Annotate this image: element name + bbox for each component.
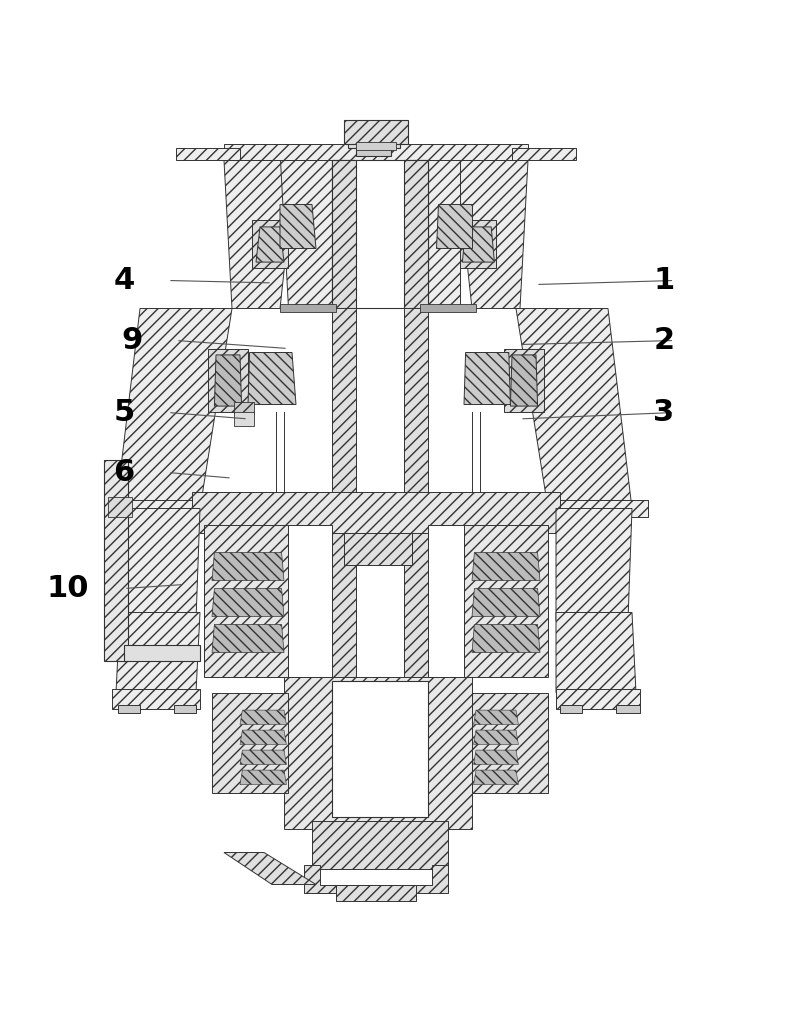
Polygon shape [474,730,518,744]
Polygon shape [204,525,288,676]
Polygon shape [510,355,538,406]
Polygon shape [472,589,540,616]
Text: 2: 2 [654,326,674,355]
Text: 10: 10 [46,574,90,603]
Polygon shape [472,624,540,653]
Bar [356,142,396,151]
Bar [420,304,476,312]
Polygon shape [464,525,548,676]
Polygon shape [560,705,582,713]
Polygon shape [212,589,284,616]
Text: 5: 5 [114,398,134,427]
Polygon shape [556,612,636,693]
Polygon shape [112,500,280,517]
Polygon shape [404,308,428,693]
Text: 6: 6 [114,458,134,487]
Polygon shape [212,693,288,792]
Polygon shape [304,864,448,893]
Polygon shape [280,161,332,308]
Polygon shape [474,710,518,724]
Polygon shape [240,710,286,724]
Polygon shape [476,500,648,517]
Bar [280,304,336,312]
Text: 4: 4 [114,266,134,295]
Polygon shape [192,492,560,533]
Polygon shape [516,308,632,508]
Polygon shape [616,705,640,713]
Polygon shape [224,852,316,885]
Polygon shape [472,552,540,581]
Polygon shape [212,624,284,653]
Polygon shape [116,612,200,693]
Polygon shape [556,508,632,620]
Polygon shape [118,705,140,713]
Bar [348,128,400,148]
Polygon shape [240,770,286,784]
Polygon shape [332,308,356,693]
Text: 9: 9 [122,326,142,355]
Polygon shape [474,751,518,765]
Polygon shape [462,227,494,262]
Polygon shape [116,308,232,508]
Polygon shape [504,349,544,413]
Polygon shape [112,689,200,709]
Polygon shape [116,508,200,620]
Polygon shape [312,821,448,869]
Polygon shape [336,885,416,900]
Polygon shape [344,533,412,564]
Polygon shape [214,355,242,406]
Polygon shape [224,144,528,161]
Bar [234,402,254,414]
Bar [404,161,428,308]
Polygon shape [436,204,472,248]
Bar [332,680,428,817]
Polygon shape [256,227,284,262]
Polygon shape [212,552,284,581]
Polygon shape [456,161,528,308]
Bar [104,461,128,660]
Polygon shape [464,353,510,405]
Bar [234,412,254,426]
Polygon shape [472,693,548,792]
Polygon shape [174,705,196,713]
Polygon shape [512,148,576,161]
Polygon shape [460,221,496,268]
Polygon shape [280,204,316,248]
Bar [332,161,356,308]
Polygon shape [208,349,248,413]
Polygon shape [284,676,472,829]
Polygon shape [474,770,518,784]
Polygon shape [556,689,640,709]
Polygon shape [288,525,332,676]
Bar [124,645,200,660]
Bar [356,146,391,157]
Bar [332,161,428,308]
Bar [344,120,408,144]
Text: 3: 3 [654,398,674,427]
Polygon shape [224,161,296,308]
Polygon shape [176,148,240,161]
Text: 1: 1 [654,266,674,295]
Polygon shape [428,525,464,676]
Polygon shape [248,353,296,405]
Bar [108,496,132,517]
Polygon shape [416,161,460,308]
Polygon shape [240,751,286,765]
Polygon shape [240,730,286,744]
Polygon shape [252,221,288,268]
